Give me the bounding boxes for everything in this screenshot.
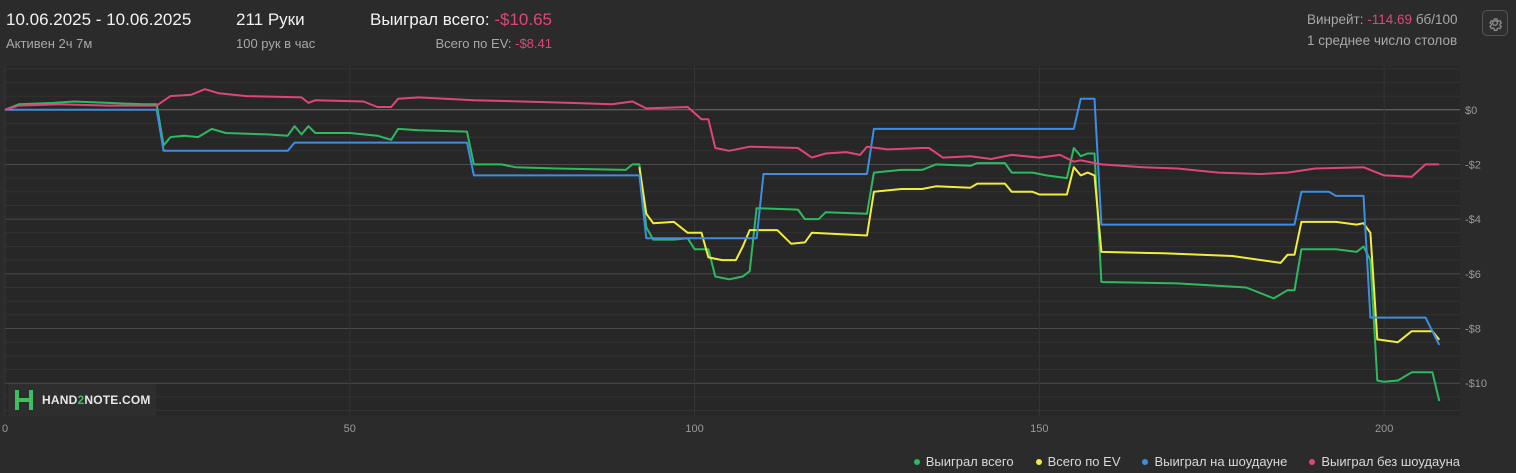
x-tick-label: 100 [685,423,703,435]
chart-grid [4,66,1460,416]
legend-label-won: Выиграл всего [925,454,1014,469]
y-tick-label: -$4 [1465,214,1481,226]
legend-dot-non-showdown [1309,458,1316,465]
won-total-label: Выиграл всего: [369,10,490,29]
winrate-block: Винрейт: -114.69 бб/100 1 среднее число … [1307,12,1458,48]
gear-icon [1489,18,1503,31]
chart-series [4,88,1441,402]
series-line-3 [4,88,1440,178]
series-line-2 [5,97,1441,346]
winnings-block: Выиграл всего: -$10.65 Всего по EV: -$8.… [354,10,552,51]
session-dates-block: 10.06.2025 - 10.06.2025 Активен 2ч 7м [6,10,191,51]
legend-dot-ev [1035,458,1042,465]
ev-total-value: -$8.41 [515,36,552,51]
bankroll-chart[interactable]: $0 -$2 -$4 -$6 -$8 -$10 0 50 100 150 200 [0,60,1516,450]
series-line-0 [4,100,1441,402]
winrate-label: Винрейт: [1307,12,1364,27]
series-line-1 [638,166,1441,344]
legend-item-showdown[interactable]: Выиграл на шоудауне [1142,454,1287,469]
hand2note-logo: HAND2NOTE.COM [8,384,156,416]
legend-item-non-showdown[interactable]: Выиграл без шоудауна [1309,454,1460,469]
legend-item-ev[interactable]: Всего по EV [1035,454,1121,469]
x-axis-labels: 0 50 100 150 200 [2,423,1393,435]
winrate-value: -114.69 [1367,12,1413,27]
hands-block: 211 Руки 100 рук в час [236,10,315,51]
y-tick-label: -$10 [1465,378,1487,390]
logo-text: HAND2NOTE.COM [42,393,151,407]
y-tick-label: $0 [1465,105,1477,117]
plot-area [5,66,1460,416]
legend-label-ev: Всего по EV [1047,454,1121,469]
active-time: Активен 2ч 7м [6,36,93,51]
summary-header: 10.06.2025 - 10.06.2025 Активен 2ч 7м 21… [0,0,1516,60]
legend-dot-showdown [1142,458,1149,465]
x-tick-label: 150 [1030,423,1048,435]
chart-legend: Выиграл всего Всего по EV Выиграл на шоу… [913,454,1460,469]
x-tick-label: 200 [1375,423,1393,435]
y-axis-labels: $0 -$2 -$4 -$6 -$8 -$10 [1465,105,1487,390]
legend-item-won[interactable]: Выиграл всего [913,454,1014,469]
winrate-unit: бб/100 [1415,12,1458,27]
x-tick-label: 50 [344,423,356,435]
y-tick-label: -$8 [1465,324,1481,336]
legend-dot-won [913,458,920,465]
won-total-value: -$10.65 [494,10,552,29]
date-range: 10.06.2025 - 10.06.2025 [6,10,192,29]
x-tick-label: 0 [2,423,8,435]
h-logo-icon [15,390,33,410]
ev-total-label: Всего по EV: [435,36,512,51]
legend-label-showdown: Выиграл на шоудауне [1154,454,1288,469]
y-tick-label: -$2 [1465,159,1481,171]
y-tick-label: -$6 [1465,269,1481,281]
tables-average: 1 среднее число столов [1307,33,1458,48]
settings-button[interactable] [1482,10,1508,36]
hands-rate: 100 рук в час [236,36,316,51]
hands-count: 211 Руки [236,10,305,29]
legend-label-non-showdown: Выиграл без шоудауна [1321,454,1460,469]
